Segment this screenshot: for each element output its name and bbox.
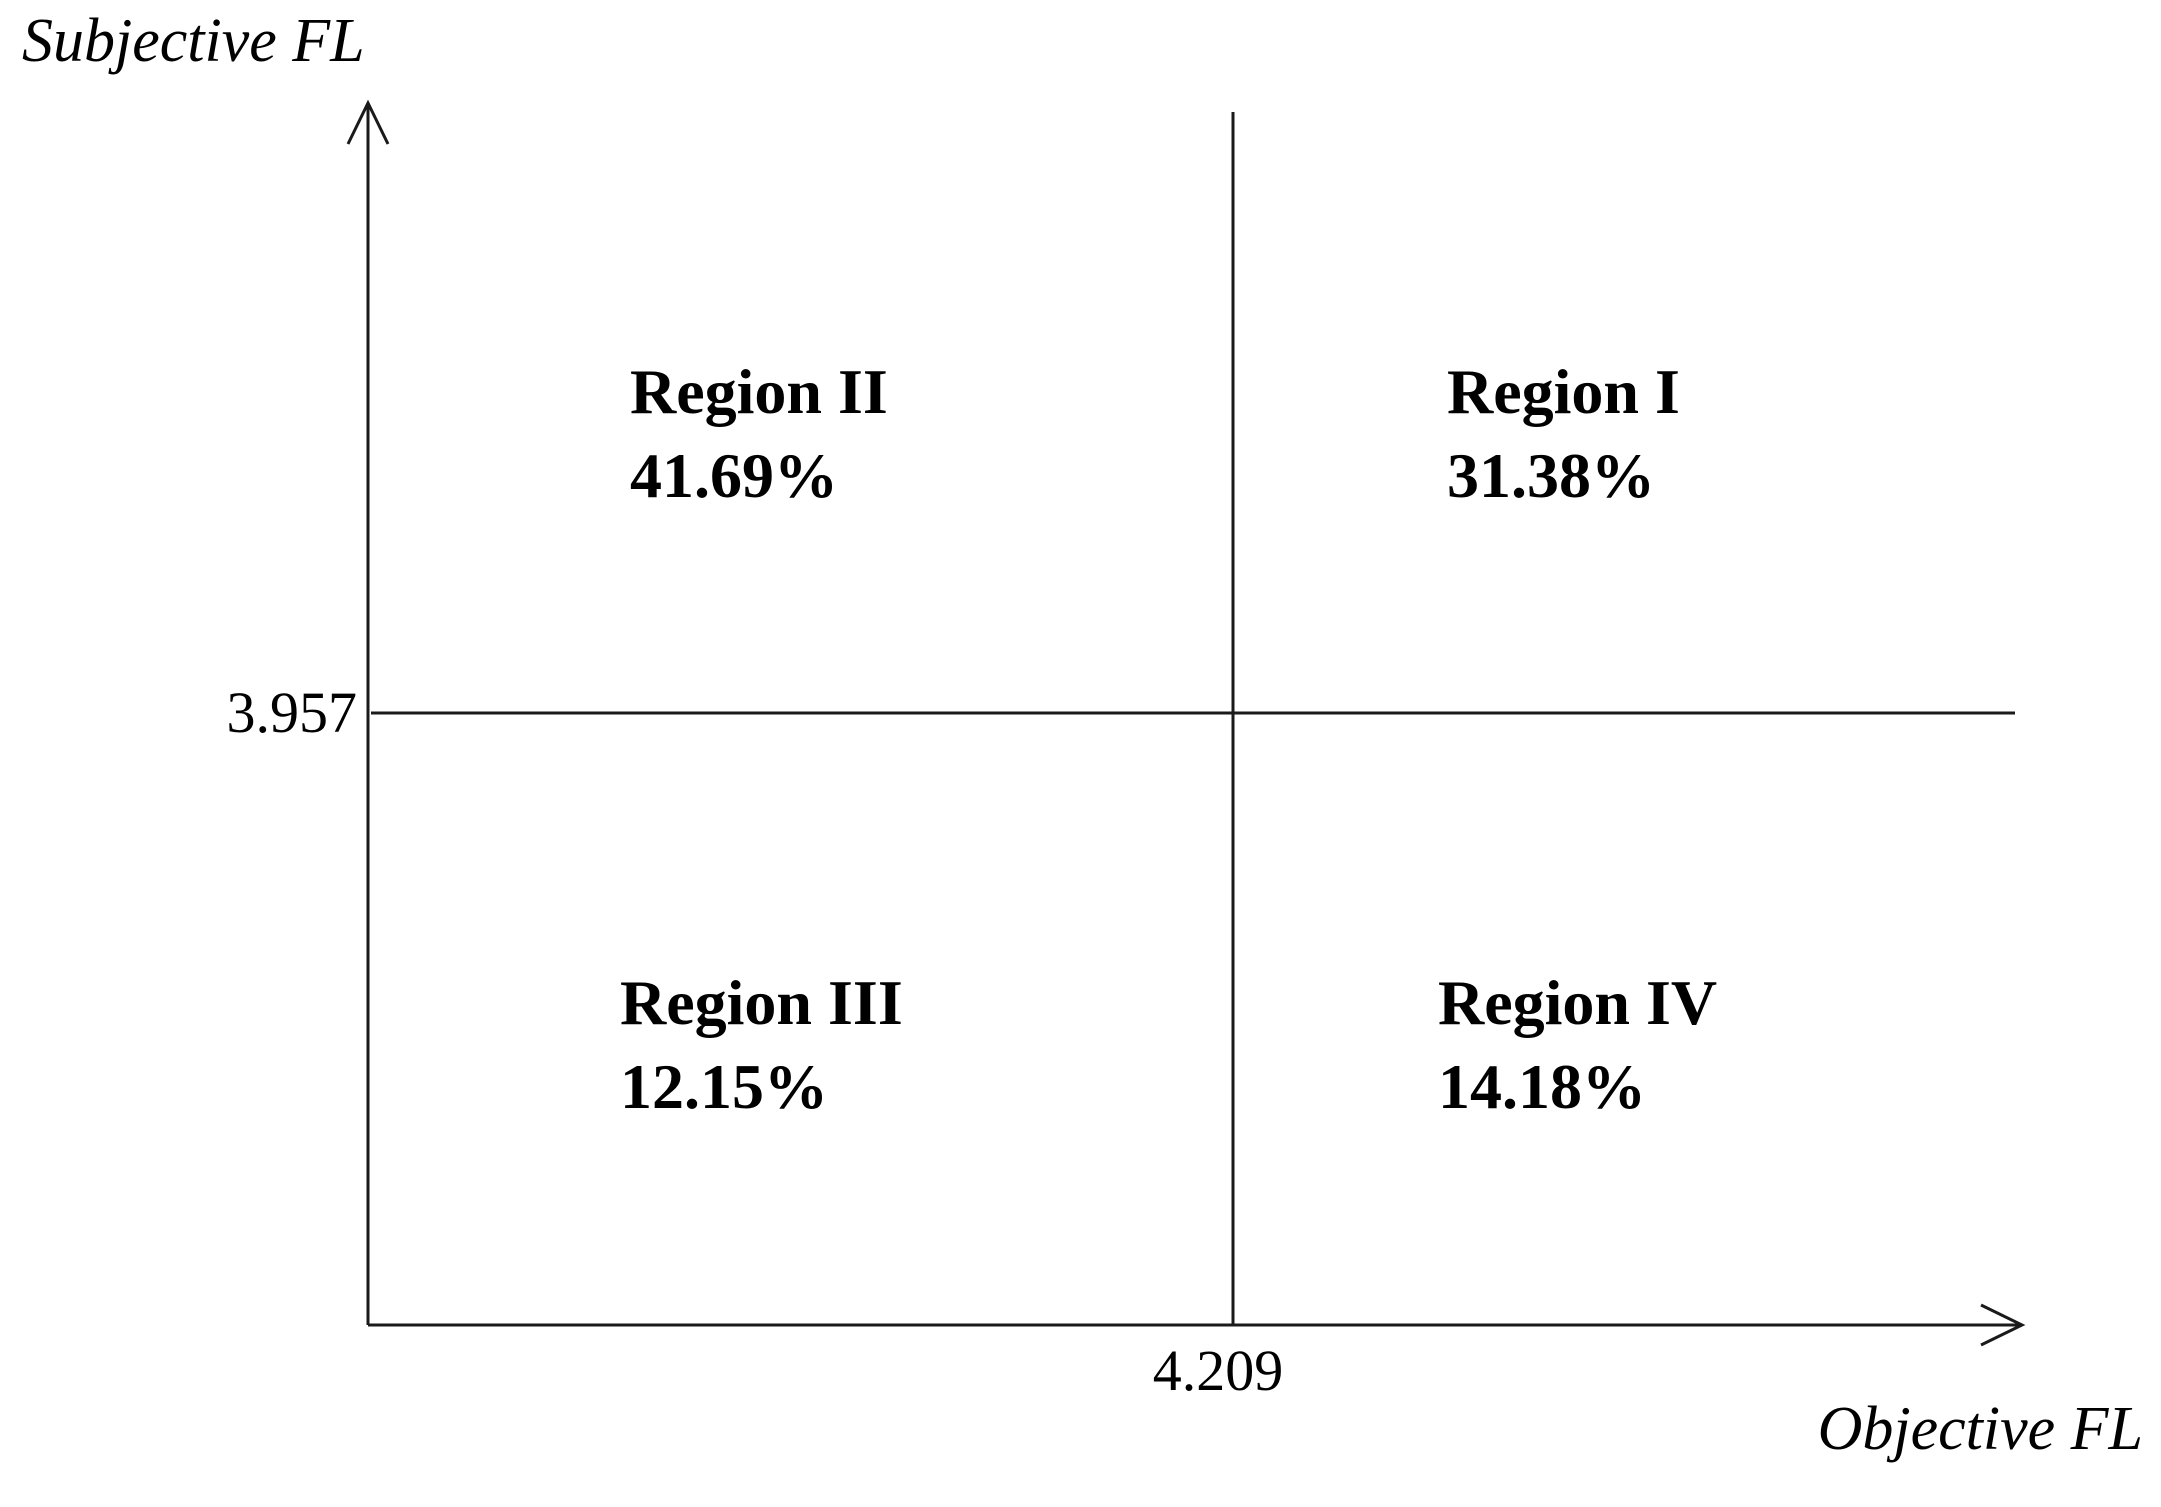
region-2-label-block: Region II 41.69% xyxy=(630,350,888,518)
x-axis-title: Objective FL xyxy=(1817,1395,2143,1463)
region-4-name: Region IV xyxy=(1438,967,1718,1038)
x-threshold-tick-label: 4.209 xyxy=(1152,1338,1284,1403)
region-4-label-block: Region IV 14.18% xyxy=(1438,961,1717,1129)
region-2-percent: 41.69% xyxy=(630,440,838,511)
y-axis-arrowhead-icon xyxy=(346,99,390,145)
region-3-percent: 12.15% xyxy=(620,1051,828,1122)
region-1-name: Region I xyxy=(1447,356,1680,427)
y-axis-title: Subjective FL xyxy=(22,7,365,75)
region-3-name: Region III xyxy=(620,967,903,1038)
region-1-percent: 31.38% xyxy=(1447,440,1655,511)
y-threshold-tick-label: 3.957 xyxy=(226,680,358,745)
region-3-label-block: Region III 12.15% xyxy=(620,961,903,1129)
region-1-label-block: Region I 31.38% xyxy=(1447,350,1680,518)
x-axis-arrowhead-icon xyxy=(1980,1303,2026,1347)
region-2-name: Region II xyxy=(630,356,888,427)
region-4-percent: 14.18% xyxy=(1438,1051,1646,1122)
